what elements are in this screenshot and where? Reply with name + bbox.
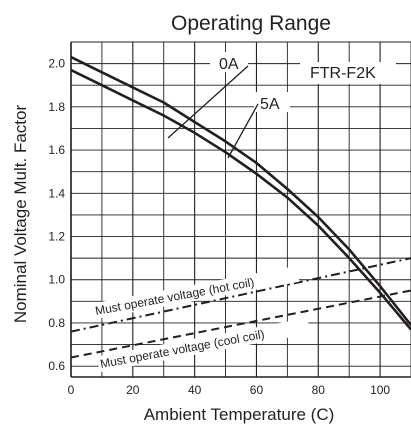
series-line-1 bbox=[70, 68, 411, 331]
y-tick-label: 1.4 bbox=[48, 186, 65, 200]
label-mask-5a bbox=[254, 92, 290, 112]
y-tick-label: 1.8 bbox=[48, 100, 65, 114]
y-tick-label: 1.2 bbox=[48, 230, 65, 244]
x-tick-label: 60 bbox=[250, 383, 264, 397]
cool-coil-label: Must operate voltage (cool coil) bbox=[99, 327, 266, 371]
y-tick-label: 0.6 bbox=[48, 359, 65, 373]
y-axis-label: Nominal Voltage Mult. Factor bbox=[11, 105, 30, 324]
y-tick-label: 2.0 bbox=[48, 57, 65, 71]
leader-line-0a bbox=[167, 65, 249, 139]
series-line-0 bbox=[70, 55, 411, 326]
leader-line-5a bbox=[227, 103, 259, 159]
series-label-0a: 0A bbox=[219, 56, 239, 73]
y-tick-label: 1.6 bbox=[48, 143, 65, 157]
x-tick-label: 100 bbox=[370, 383, 390, 397]
hot-coil-mask bbox=[91, 266, 300, 320]
label-mask-0a bbox=[210, 52, 248, 72]
series-label-5a: 5A bbox=[260, 96, 280, 113]
hot-coil-annotation: Must operate voltage (hot coil) bbox=[91, 266, 300, 320]
x-tick-label: 0 bbox=[68, 383, 75, 397]
cool-coil-mask bbox=[96, 317, 311, 373]
model-label: FTR-F2K bbox=[310, 65, 376, 82]
series-line-3 bbox=[70, 289, 411, 359]
tick-labels: 0 20 40 60 80 100 0.6 0.8 1.0 1.2 1.4 1.6 1.8 2.0 bbox=[48, 57, 390, 397]
x-tick-label: 80 bbox=[312, 383, 326, 397]
y-tick-label: 1.0 bbox=[48, 273, 65, 287]
y-tick-label: 0.8 bbox=[48, 316, 65, 330]
x-tick-label: 20 bbox=[126, 383, 140, 397]
x-tick-label: 40 bbox=[188, 383, 202, 397]
x-axis-label: Ambient Temperature (C) bbox=[144, 405, 335, 424]
series-layer bbox=[70, 55, 411, 359]
hot-coil-label: Must operate voltage (hot coil) bbox=[94, 275, 255, 318]
chart-title: Operating Range bbox=[171, 12, 331, 35]
grid bbox=[70, 41, 411, 378]
series-line-2 bbox=[70, 257, 411, 333]
label-mask-model bbox=[300, 62, 396, 84]
